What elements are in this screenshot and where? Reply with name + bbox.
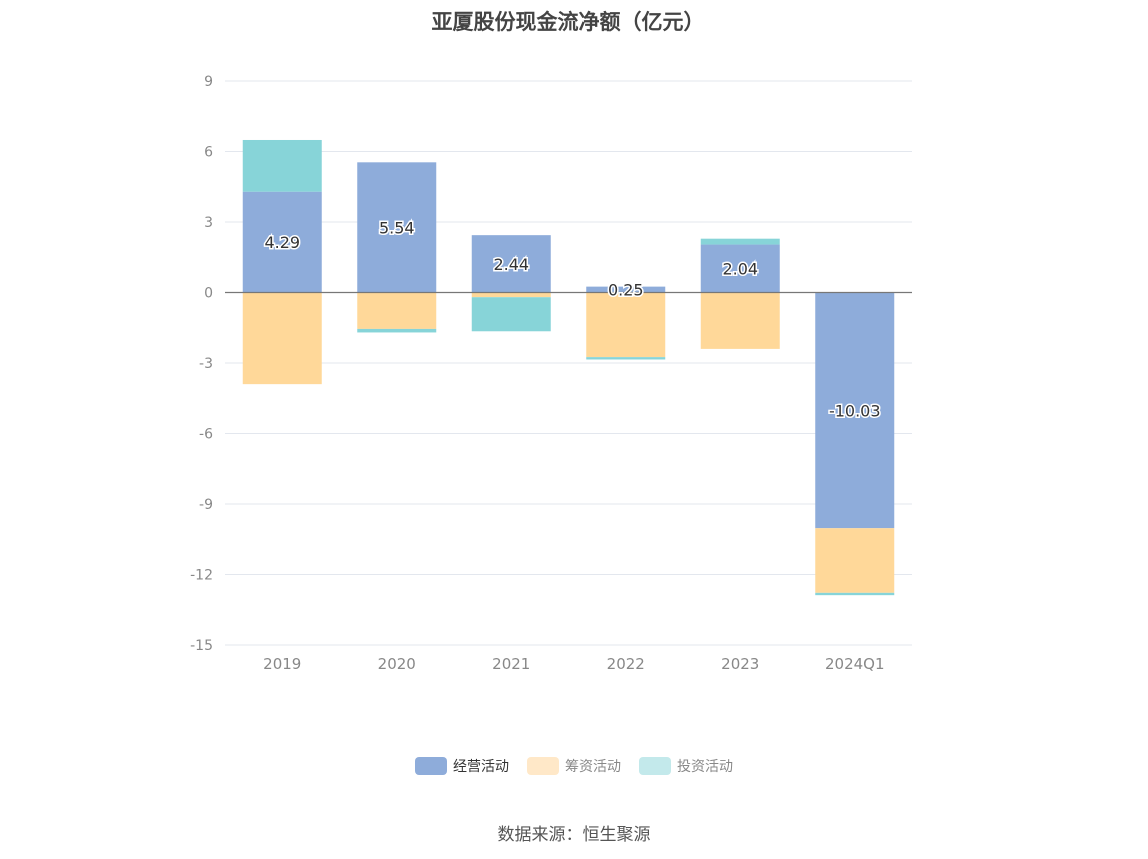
y-tick-label: -12: [190, 568, 213, 584]
bar-segment: [700, 238, 780, 245]
bar-segment: [471, 297, 551, 332]
bar-segment: [471, 235, 551, 293]
chart-title: 亚厦股份现金流净额（亿元）: [431, 10, 705, 34]
bar-segment: [586, 286, 666, 293]
y-tick-label: -9: [199, 497, 213, 513]
bar-segment: [815, 528, 895, 593]
x-tick-label: 2021: [492, 655, 530, 673]
chart-legend: 经营活动 筹资活动 投资活动: [0, 756, 1148, 776]
data-label: 0.25: [608, 281, 644, 300]
bar-segment: [242, 139, 322, 192]
bar-segment: [700, 292, 780, 349]
data-label: 4.29: [264, 233, 300, 252]
x-tick-label: 2020: [378, 655, 416, 673]
x-tick-label: 2023: [721, 655, 759, 673]
legend-swatch-operating: [415, 757, 447, 775]
y-tick-label: 6: [204, 145, 213, 161]
data-source: 数据来源：恒生聚源: [497, 825, 651, 845]
bar-segment: [242, 292, 322, 385]
legend-item-investing[interactable]: 投资活动: [639, 756, 733, 776]
legend-item-operating[interactable]: 经营活动: [415, 756, 509, 776]
bar-segment: [815, 292, 895, 529]
bar-segment: [700, 244, 780, 293]
bar-segment: [357, 162, 437, 293]
y-tick-label: 3: [204, 215, 213, 231]
x-tick-label: 2024Q1: [825, 655, 885, 673]
bar-segment: [471, 292, 551, 298]
y-tick-label: -3: [199, 356, 213, 372]
bar-segment: [815, 592, 895, 596]
bar-segment: [242, 191, 322, 293]
legend-label-investing: 投资活动: [677, 759, 733, 775]
x-tick-label: 2019: [263, 655, 301, 673]
y-tick-label: 0: [204, 286, 213, 302]
bar-segment: [357, 292, 437, 329]
bar-segment: [586, 357, 666, 360]
bar-segment: [586, 292, 666, 358]
y-tick-label: 9: [204, 74, 213, 90]
data-label: -10.03: [829, 401, 881, 420]
data-label: 2.44: [493, 255, 529, 274]
legend-label-financing: 筹资活动: [565, 759, 621, 775]
legend-item-financing[interactable]: 筹资活动: [527, 756, 621, 776]
legend-swatch-investing: [639, 757, 671, 775]
y-tick-label: -6: [199, 427, 213, 443]
legend-swatch-financing: [527, 757, 559, 775]
y-tick-label: -15: [190, 638, 213, 654]
x-tick-label: 2022: [607, 655, 645, 673]
bar-segment: [357, 328, 437, 333]
legend-label-operating: 经营活动: [453, 759, 509, 775]
data-label: 5.54: [379, 218, 415, 237]
data-label: 2.04: [722, 260, 758, 279]
